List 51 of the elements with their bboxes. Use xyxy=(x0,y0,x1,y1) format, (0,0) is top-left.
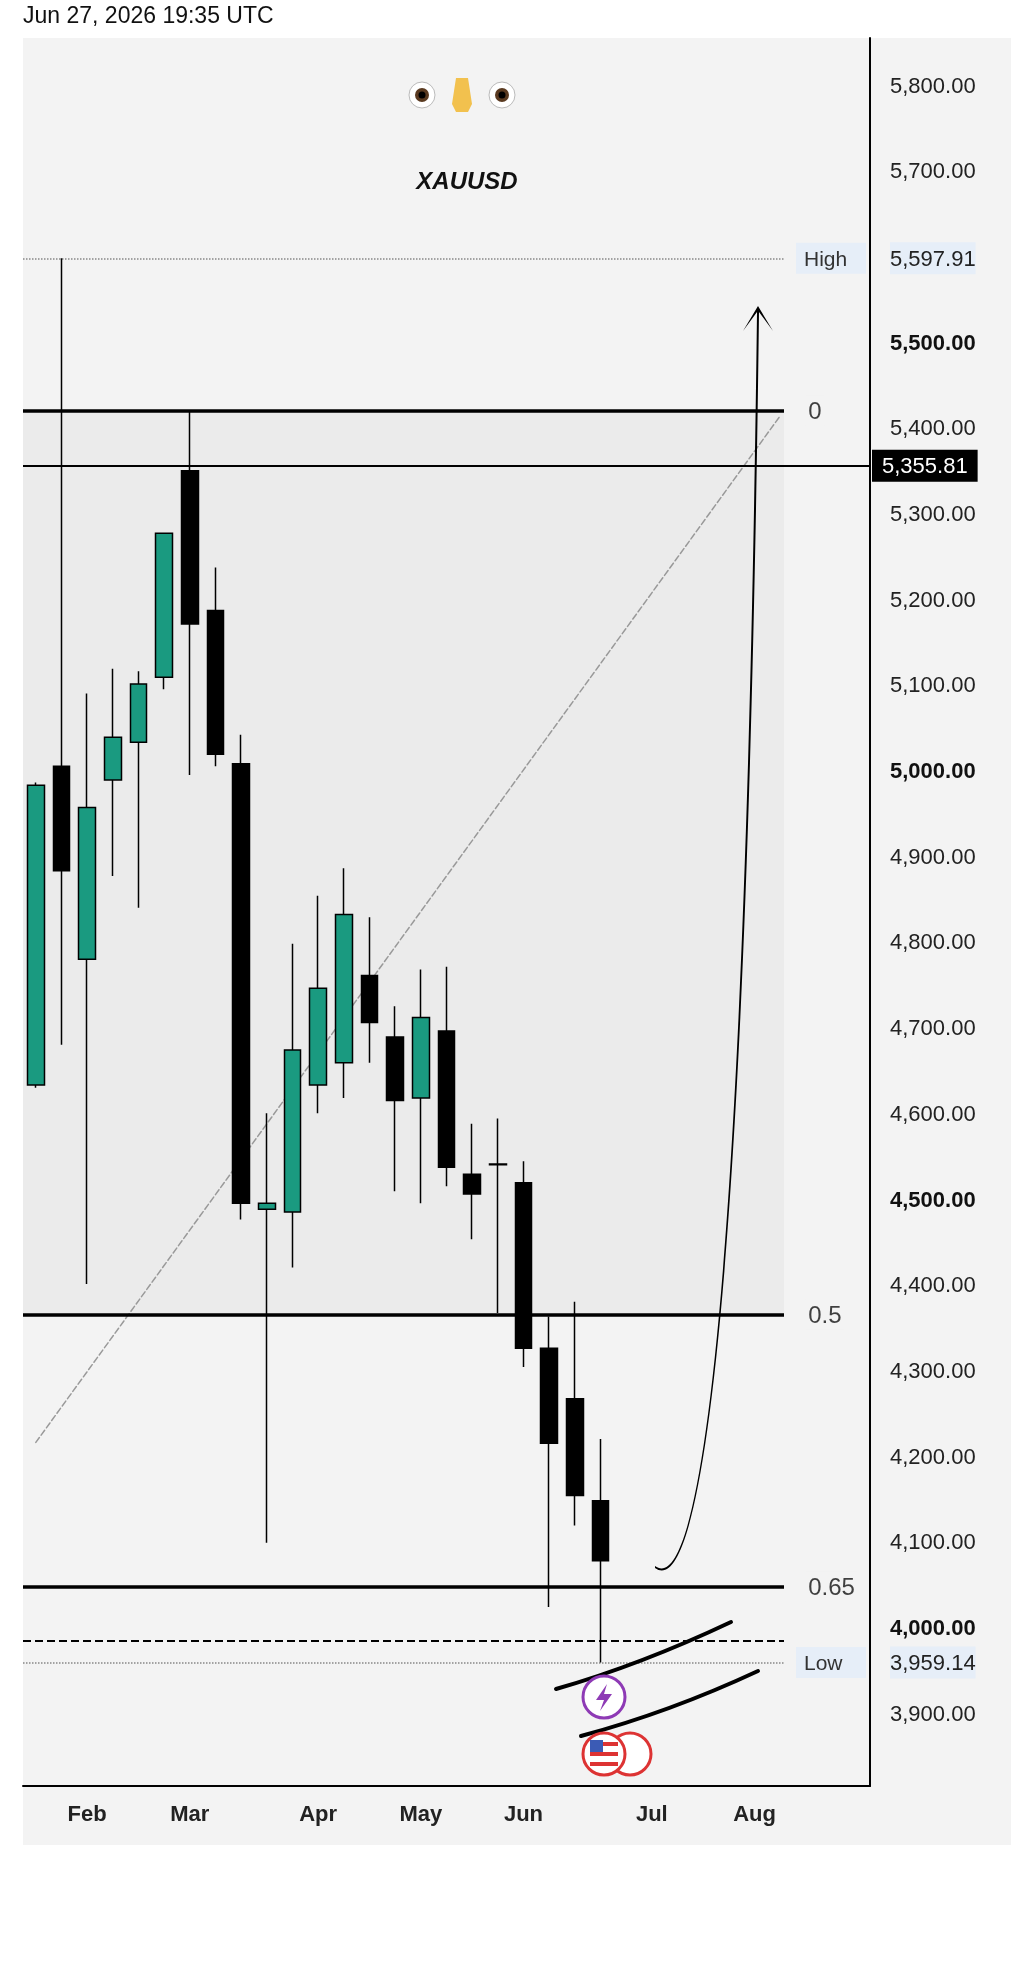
y-tick-label: 5,300.00 xyxy=(890,501,976,527)
candlestick xyxy=(26,781,46,1089)
candlestick xyxy=(462,1122,482,1241)
text: Jun 27, 2026 19:35 UTC xyxy=(23,2,274,29)
y-tick-label: 5,700.00 xyxy=(890,158,976,184)
candlestick xyxy=(308,894,328,1115)
x-tick-label: Jul xyxy=(635,1800,668,1826)
candlestick xyxy=(411,968,431,1205)
candlestick xyxy=(77,692,97,1285)
y-tick-label: 4,400.00 xyxy=(890,1272,976,1298)
y-tick-label: 5,400.00 xyxy=(890,415,976,441)
candlestick xyxy=(103,667,123,877)
x-tick-label: Jun xyxy=(503,1800,544,1826)
ref-line-label: High xyxy=(804,246,848,270)
x-tick-label: Mar xyxy=(170,1800,210,1826)
candlestick xyxy=(129,670,148,909)
y-tick-label: 4,200.00 xyxy=(890,1443,976,1469)
ref-line-label: 5,355.81 xyxy=(882,453,968,479)
y-tick-label: 4,700.00 xyxy=(890,1015,976,1041)
x-tick-label: Feb xyxy=(67,1800,107,1826)
annotation: 0 xyxy=(808,397,822,425)
candlestick xyxy=(283,942,302,1269)
candlestick xyxy=(385,1005,405,1193)
candlestick xyxy=(360,916,379,1064)
candlestick xyxy=(206,566,225,768)
y-tick-label: 5,597.91 xyxy=(890,245,976,271)
y-tick-label: 4,500.00 xyxy=(890,1186,976,1212)
x-tick-label: May xyxy=(399,1800,443,1826)
y-tick-label: 4,100.00 xyxy=(890,1529,976,1555)
candlestick xyxy=(231,733,251,1221)
annotation: 0.65 xyxy=(808,1572,855,1600)
y-tick-label: 5,000.00 xyxy=(890,758,976,784)
text: XAUUSD xyxy=(414,166,518,194)
y-tick-label: 4,000.00 xyxy=(890,1614,976,1640)
x-tick-label: Aug xyxy=(733,1800,776,1826)
y-tick-label: 5,100.00 xyxy=(890,672,976,698)
candlestick xyxy=(334,867,354,1099)
y-tick-label: 4,600.00 xyxy=(890,1100,976,1126)
y-tick-label: 3,959.14 xyxy=(890,1649,976,1675)
y-tick-label: 4,900.00 xyxy=(890,843,976,869)
candlestick xyxy=(437,966,456,1187)
y-tick-label: 5,500.00 xyxy=(890,329,976,355)
y-tick-label: 4,800.00 xyxy=(890,929,976,955)
x-tick-label: Apr xyxy=(299,1800,338,1826)
annotation: 0.5 xyxy=(808,1301,842,1329)
y-tick-label: 3,900.00 xyxy=(890,1700,976,1726)
y-tick-label: 5,200.00 xyxy=(890,586,976,612)
ref-line-label: Low xyxy=(804,1650,844,1674)
y-tick-label: 4,300.00 xyxy=(890,1357,976,1383)
y-tick-label: 5,800.00 xyxy=(890,72,976,98)
candlestick xyxy=(154,532,174,690)
